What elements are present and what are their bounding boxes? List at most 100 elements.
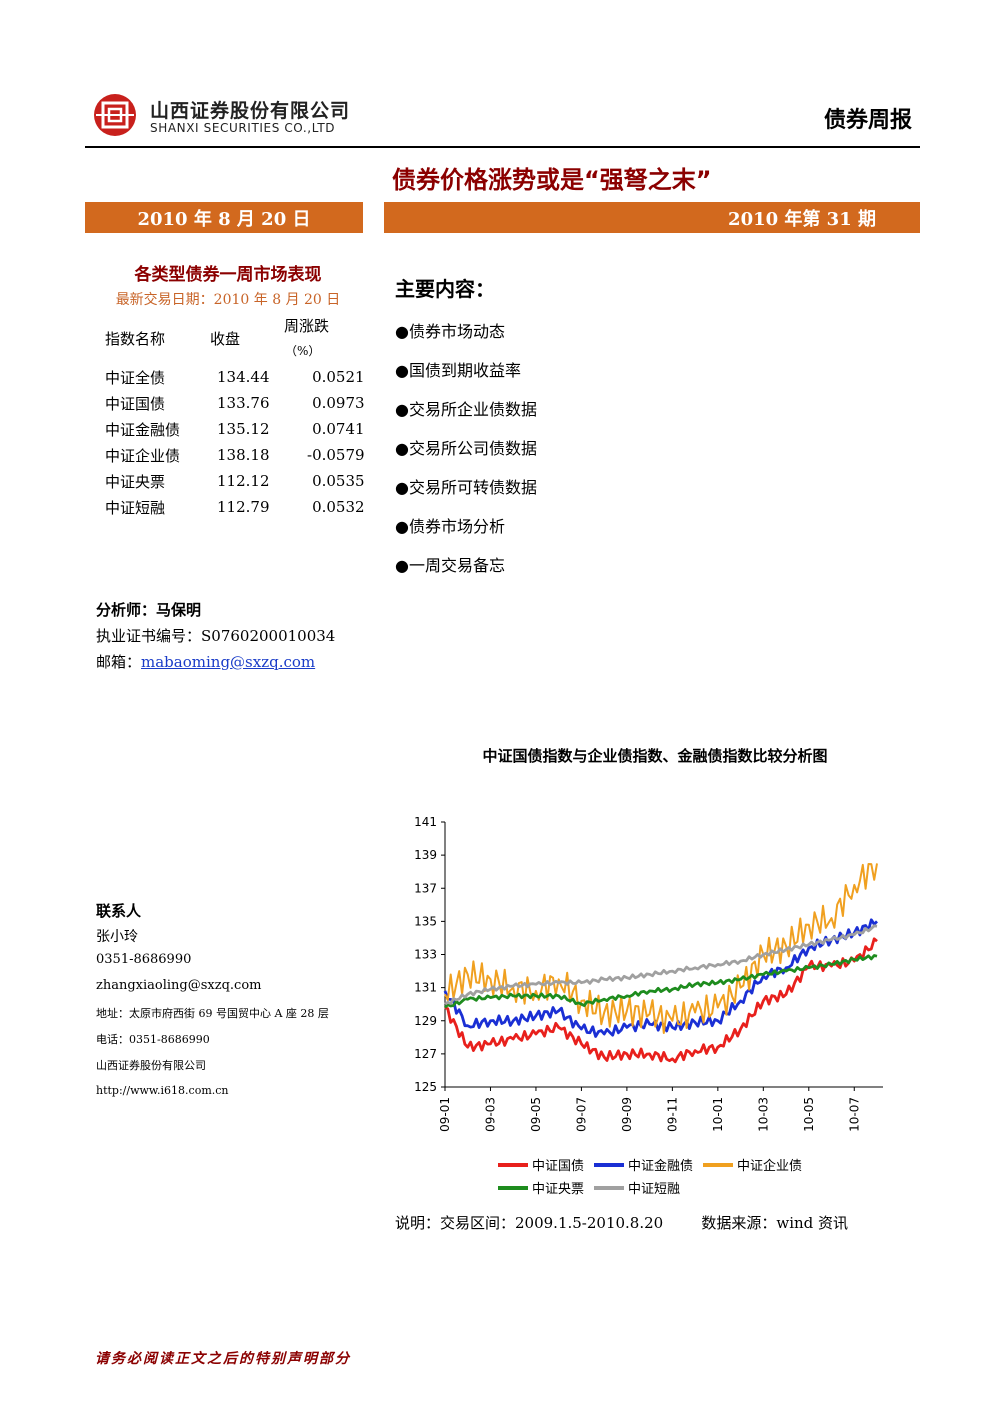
analyst-email-row: 邮箱：mabaoming@sxzq.com bbox=[96, 651, 315, 672]
legend-label: 中证央票 bbox=[532, 1182, 585, 1197]
x-tick-label: 09-11 bbox=[665, 1097, 679, 1132]
legend-swatch bbox=[594, 1185, 625, 1190]
market-title: 各类型债券一周市场表现 bbox=[134, 265, 322, 285]
index-name: 中证企业债 bbox=[105, 446, 181, 465]
index-close: 134.44 bbox=[217, 368, 270, 386]
y-tick-label: 133 bbox=[414, 948, 437, 962]
series-line bbox=[444, 924, 878, 1006]
table-row: 中证金融债 135.12 0.0741 bbox=[105, 416, 365, 442]
index-change: 0.0532 bbox=[312, 498, 365, 516]
x-tick-label: 09-07 bbox=[574, 1097, 588, 1132]
x-tick-label: 10-03 bbox=[756, 1097, 770, 1132]
legend-item: 中证央票 bbox=[498, 1178, 584, 1197]
contents-item: ●一周交易备忘 bbox=[395, 556, 505, 575]
headline: 债券价格涨势或是“强弩之末” bbox=[392, 166, 712, 194]
table-row: 中证全债 134.44 0.0521 bbox=[105, 364, 365, 390]
x-tick-label: 09-03 bbox=[483, 1097, 497, 1132]
col-header-change-unit: （%） bbox=[285, 344, 321, 358]
contents-list: ●债券市场动态 ●国债到期收益率 ●交易所企业债数据 ●交易所公司债数据 ●交易所可转债… bbox=[395, 318, 537, 591]
index-close: 135.12 bbox=[217, 420, 270, 438]
y-tick-label: 127 bbox=[414, 1047, 437, 1061]
contents-title: 主要内容： bbox=[395, 277, 495, 301]
legend-swatch bbox=[498, 1185, 528, 1190]
legend-label: 中证企业债 bbox=[737, 1159, 803, 1174]
x-tick-label: 09-05 bbox=[529, 1097, 543, 1132]
index-name: 中证金融债 bbox=[105, 420, 181, 439]
contact-email[interactable]: zhangxiaoling@sxzq.com bbox=[96, 978, 262, 993]
chart-legend: 中证国债 中证金融债 中证企业债 中证央票 中证短融 bbox=[498, 1155, 898, 1197]
y-tick-label: 137 bbox=[414, 881, 437, 895]
analyst-cert: 执业证书编号：S0760200010034 bbox=[96, 627, 336, 645]
market-table: 中证全债 134.44 0.0521 中证国债 133.76 0.0973 中证金融债 135… bbox=[105, 364, 365, 520]
issue-number: 2010 年第 31 期 bbox=[728, 208, 876, 230]
analyst-email-link[interactable]: mabaoming@sxzq.com bbox=[141, 653, 316, 671]
analyst-name: 分析师：马保明 bbox=[96, 601, 202, 619]
col-header-close: 收盘 bbox=[210, 330, 241, 348]
legend-swatch bbox=[703, 1162, 734, 1167]
contents-item: ●交易所可转债数据 bbox=[395, 478, 537, 497]
index-change: 0.0521 bbox=[312, 368, 365, 386]
legend-item: 中证国债 bbox=[498, 1155, 584, 1174]
y-tick-label: 129 bbox=[414, 1014, 437, 1028]
contents-item: ●交易所公司债数据 bbox=[395, 439, 537, 458]
legend-label: 中证金融债 bbox=[628, 1159, 694, 1174]
index-close: 133.76 bbox=[217, 394, 270, 412]
x-tick-label: 10-07 bbox=[847, 1097, 861, 1132]
y-tick-label: 125 bbox=[414, 1080, 437, 1094]
legend-item: 中证企业债 bbox=[703, 1155, 802, 1174]
footer-disclaimer: 请务必阅读正文之后的特别声明部分 bbox=[95, 1351, 351, 1367]
contact-company: 山西证券股份有限公司 bbox=[96, 1059, 206, 1072]
y-tick-label: 131 bbox=[414, 981, 437, 995]
index-name: 中证全债 bbox=[105, 368, 166, 387]
x-tick-label: 10-05 bbox=[802, 1097, 816, 1132]
col-header-name: 指数名称 bbox=[105, 330, 166, 348]
table-row: 中证企业债 138.18 -0.0579 bbox=[105, 442, 365, 468]
series-line bbox=[443, 918, 878, 1038]
legend-swatch bbox=[594, 1162, 625, 1167]
index-close: 112.79 bbox=[217, 498, 270, 516]
analyst-email-label: 邮箱： bbox=[96, 653, 142, 671]
table-row: 中证国债 133.76 0.0973 bbox=[105, 390, 365, 416]
x-tick-label: 10-01 bbox=[711, 1097, 725, 1132]
index-name: 中证央票 bbox=[105, 472, 166, 491]
contact-phone: 0351-8686990 bbox=[96, 952, 192, 967]
company-logo bbox=[92, 92, 138, 138]
index-change: 0.0973 bbox=[312, 394, 365, 412]
contact-website[interactable]: http://www.i618.com.cn bbox=[96, 1084, 229, 1097]
contact-label: 联系人 bbox=[96, 902, 142, 920]
x-tick-label: 09-01 bbox=[438, 1097, 452, 1132]
chart-title: 中证国债指数与企业债指数、金融债指数比较分析图 bbox=[482, 747, 828, 765]
contents-item: ●交易所企业债数据 bbox=[395, 400, 537, 419]
y-tick-label: 141 bbox=[414, 815, 437, 829]
legend-label: 中证短融 bbox=[628, 1182, 681, 1197]
contact-name: 张小玲 bbox=[96, 929, 138, 945]
legend-label: 中证国债 bbox=[532, 1159, 585, 1174]
report-type: 债券周报 bbox=[823, 108, 912, 133]
index-close: 112.12 bbox=[217, 472, 270, 490]
company-name-cn: 山西证券股份有限公司 bbox=[150, 100, 351, 122]
issue-bar: 2010 年第 31 期 bbox=[384, 202, 920, 233]
contact-address: 地址：太原市府西街 69 号国贸中心 A 座 28 层 bbox=[96, 1007, 329, 1020]
report-date: 2010 年 8 月 20 日 bbox=[137, 208, 311, 230]
header-rule bbox=[85, 146, 920, 148]
series-line bbox=[444, 937, 878, 1064]
index-change: 0.0741 bbox=[312, 420, 365, 438]
index-change: 0.0535 bbox=[312, 472, 365, 490]
index-name: 中证国债 bbox=[105, 394, 166, 413]
legend-swatch bbox=[498, 1162, 528, 1167]
y-tick-label: 139 bbox=[414, 848, 437, 862]
table-row: 中证短融 112.79 0.0532 bbox=[105, 494, 365, 520]
col-header-change: 周涨跌 bbox=[284, 317, 330, 335]
legend-item: 中证金融债 bbox=[594, 1155, 693, 1174]
index-name: 中证短融 bbox=[105, 498, 166, 517]
series-line bbox=[444, 954, 878, 1009]
index-change: -0.0579 bbox=[307, 446, 365, 464]
contents-item: ●债券市场分析 bbox=[395, 517, 505, 536]
index-close: 138.18 bbox=[217, 446, 270, 464]
legend-item: 中证短融 bbox=[594, 1178, 680, 1197]
contents-item: ●债券市场动态 bbox=[395, 322, 505, 341]
contents-item: ●国债到期收益率 bbox=[395, 361, 521, 380]
company-name-en: SHANXI SECURITIES CO.,LTD bbox=[150, 121, 336, 135]
trade-date: 最新交易日期：2010 年 8 月 20 日 bbox=[115, 292, 341, 308]
